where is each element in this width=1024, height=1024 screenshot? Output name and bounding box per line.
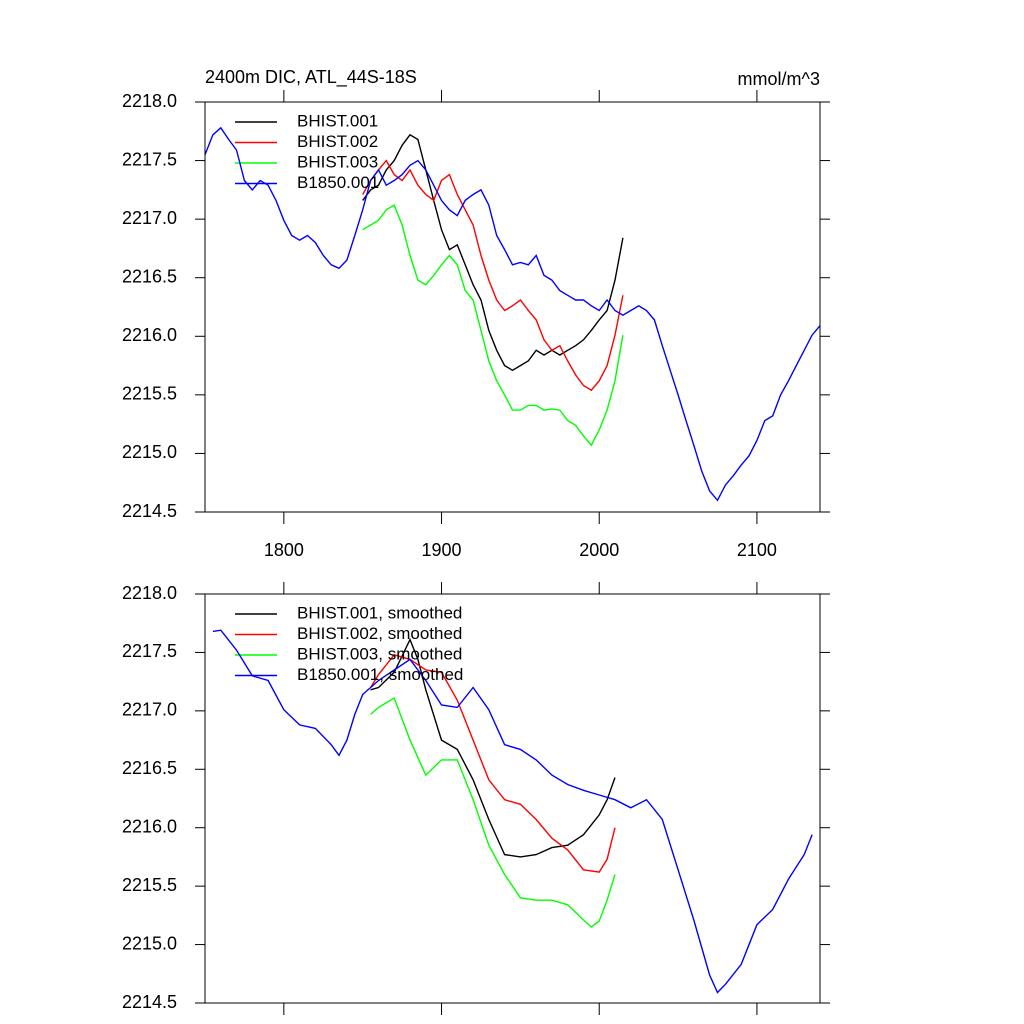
y-tick-label: 2217.0 xyxy=(122,208,177,228)
legend-label: BHIST.001 xyxy=(297,111,378,130)
y-tick-label: 2214.5 xyxy=(122,992,177,1012)
units-label: mmol/m^3 xyxy=(738,69,820,89)
y-tick-label: 2214.5 xyxy=(122,501,177,521)
y-tick-label: 2217.5 xyxy=(122,641,177,661)
y-tick-label: 2217.0 xyxy=(122,700,177,720)
x-tick-label: 1900 xyxy=(422,540,462,560)
series-line xyxy=(362,204,624,447)
legend-label: BHIST.003 xyxy=(297,152,378,171)
plot-frame xyxy=(204,101,821,513)
y-tick-label: 2218.0 xyxy=(122,583,177,603)
y-tick-label: 2215.5 xyxy=(122,384,177,404)
y-tick-label: 2218.0 xyxy=(122,91,177,111)
legend-label: BHIST.002, smoothed xyxy=(297,624,462,643)
series-line xyxy=(370,637,616,858)
x-tick-label: 2100 xyxy=(737,540,777,560)
y-tick-label: 2215.5 xyxy=(122,875,177,895)
legend-label: BHIST.002 xyxy=(297,132,378,151)
y-tick-label: 2215.0 xyxy=(122,442,177,462)
y-tick-label: 2216.0 xyxy=(122,325,177,345)
y-tick-label: 2216.0 xyxy=(122,816,177,836)
legend-label: BHIST.003, smoothed xyxy=(297,644,462,663)
series-line xyxy=(362,159,624,392)
x-tick-label: 1800 xyxy=(264,540,304,560)
series-line xyxy=(370,653,616,873)
x-tick-label: 2000 xyxy=(579,540,619,560)
y-tick-label: 2217.5 xyxy=(122,149,177,169)
series-line xyxy=(204,126,821,502)
y-tick-label: 2216.5 xyxy=(122,266,177,286)
legend-label: B1850.001, smoothed xyxy=(297,665,463,684)
chart-title: 2400m DIC, ATL_44S-18S xyxy=(205,67,417,88)
legend-label: B1850.001 xyxy=(297,173,379,192)
y-tick-label: 2216.5 xyxy=(122,758,177,778)
y-tick-label: 2215.0 xyxy=(122,933,177,953)
series-line xyxy=(370,696,616,928)
series-line xyxy=(362,133,624,372)
series-line xyxy=(212,629,813,994)
legend-label: BHIST.001, smoothed xyxy=(297,603,462,622)
plot-frame xyxy=(204,593,821,1004)
